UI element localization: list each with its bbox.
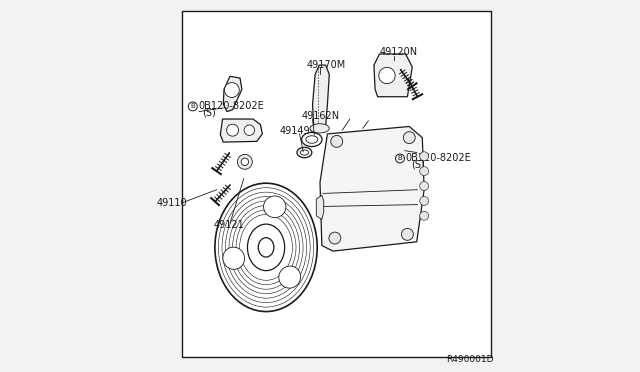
Text: 0B120-8202E: 0B120-8202E (406, 154, 471, 163)
Text: (S): (S) (202, 108, 216, 117)
Ellipse shape (301, 132, 322, 147)
Circle shape (420, 152, 429, 161)
Text: 49120N: 49120N (380, 47, 418, 57)
Polygon shape (312, 65, 330, 128)
Circle shape (237, 154, 252, 169)
Circle shape (379, 67, 395, 84)
Circle shape (329, 232, 341, 244)
Ellipse shape (248, 224, 285, 271)
Text: 0B120-8202E: 0B120-8202E (199, 102, 264, 111)
Circle shape (401, 228, 413, 240)
Circle shape (331, 135, 342, 147)
Text: B: B (397, 155, 403, 161)
Ellipse shape (297, 147, 312, 158)
Polygon shape (374, 54, 412, 97)
Polygon shape (220, 119, 262, 142)
Text: 49149N: 49149N (279, 126, 317, 136)
Text: 49170M: 49170M (307, 60, 346, 70)
Circle shape (420, 211, 429, 220)
Circle shape (241, 158, 248, 166)
Circle shape (420, 182, 429, 190)
Text: 49110: 49110 (156, 198, 187, 208)
Text: B: B (191, 103, 195, 109)
Text: 49121: 49121 (214, 220, 244, 230)
Ellipse shape (310, 124, 330, 133)
Circle shape (225, 83, 239, 97)
Polygon shape (316, 195, 324, 219)
Polygon shape (223, 76, 242, 112)
Ellipse shape (300, 150, 308, 155)
Polygon shape (320, 126, 424, 251)
Circle shape (244, 125, 255, 135)
Ellipse shape (259, 238, 274, 257)
Circle shape (403, 132, 415, 144)
Ellipse shape (279, 266, 301, 288)
Circle shape (227, 124, 239, 136)
Circle shape (420, 196, 429, 205)
Text: R490001D: R490001D (447, 355, 494, 364)
Text: (S): (S) (411, 160, 425, 169)
Bar (182, 11, 491, 357)
Ellipse shape (264, 196, 286, 218)
Ellipse shape (223, 247, 244, 269)
Ellipse shape (306, 136, 318, 143)
Circle shape (420, 167, 429, 176)
Text: 49162N: 49162N (301, 111, 340, 121)
